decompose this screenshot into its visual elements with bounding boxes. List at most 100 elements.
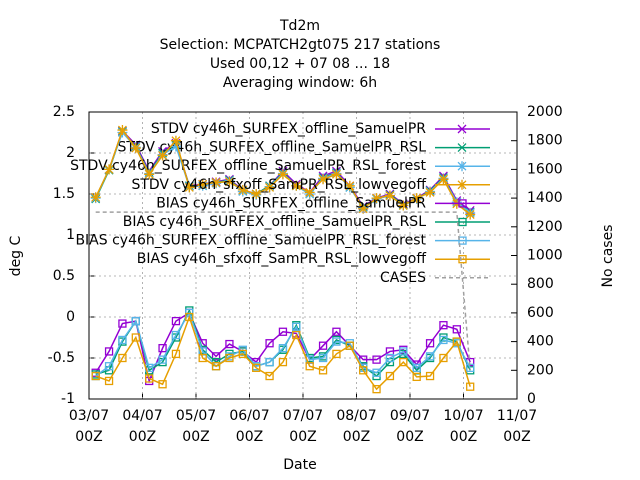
legend-label: CASES: [380, 270, 426, 286]
y2-tick-label: 0: [527, 391, 536, 407]
legend-marker: [458, 199, 467, 208]
y2-tick-label: 1600: [527, 161, 563, 177]
x-tick-label: 08/07 00Z: [336, 408, 376, 445]
point: [118, 353, 127, 363]
point: [332, 349, 341, 359]
x-tick-label: 04/07 00Z: [122, 408, 162, 445]
y-tick-label: 1.5: [53, 186, 75, 202]
point: [238, 349, 247, 359]
point: [265, 357, 274, 367]
point: [170, 135, 181, 146]
series: [91, 312, 475, 394]
y2-tick-label: 200: [527, 362, 554, 378]
y-tick-label: 2.5: [53, 104, 75, 120]
point: [438, 174, 449, 185]
point: [278, 327, 288, 336]
point: [130, 143, 141, 154]
legend-label: STDV cy46h_SURFEX_offline_SamuelPR: [151, 121, 426, 137]
point: [171, 316, 181, 326]
point: [399, 357, 408, 367]
chart-title: Selection: MCPATCH2gt075 217 stations: [160, 37, 441, 53]
line: [95, 311, 471, 384]
point: [131, 316, 140, 326]
point: [104, 362, 114, 371]
point: [171, 349, 181, 359]
line: [95, 308, 471, 378]
point: [465, 209, 476, 220]
point: [224, 176, 235, 187]
point: [184, 182, 195, 193]
y2-tick-label: 1800: [527, 133, 563, 149]
x-tick-label: 03/07 00Z: [69, 408, 109, 445]
point: [372, 385, 381, 394]
point: [171, 330, 181, 340]
point: [211, 352, 221, 361]
y2-tick-label: 600: [527, 305, 554, 321]
point: [104, 376, 114, 386]
y2-tick-label: 400: [527, 334, 554, 350]
point: [359, 366, 368, 375]
point: [318, 353, 328, 363]
legend-marker: [457, 179, 467, 190]
point: [90, 192, 101, 203]
y-tick-label: -0.5: [48, 350, 75, 366]
point: [385, 371, 395, 381]
point: [185, 312, 194, 322]
point: [118, 319, 127, 328]
x-tick-label: 07/07 00Z: [283, 408, 323, 445]
point: [292, 330, 301, 340]
chart-title: Averaging window: 6h: [223, 75, 377, 91]
point: [225, 339, 234, 349]
point: [291, 180, 302, 191]
legend-marker: [457, 124, 467, 134]
legend-marker: [458, 217, 467, 227]
line: [95, 311, 471, 377]
legend-label: STDV cy46h_SURFEX_offline_SamuelPR_RSL_f…: [70, 158, 426, 174]
point: [399, 347, 408, 356]
point: [104, 347, 114, 356]
point: [439, 335, 448, 345]
y-tick-label: 2: [66, 145, 75, 161]
point: [384, 190, 395, 201]
chart-title: Td2m: [279, 18, 320, 34]
point: [251, 189, 262, 199]
point: [278, 344, 288, 353]
point: [157, 150, 168, 161]
point: [412, 363, 421, 372]
point: [332, 337, 341, 346]
legend-marker: [457, 143, 467, 153]
y2-tick-label: 1400: [527, 190, 563, 206]
point: [237, 184, 248, 195]
point: [131, 333, 140, 342]
x-axis-label: Date: [283, 457, 316, 473]
y2-tick-label: 1200: [527, 219, 563, 235]
point: [211, 177, 222, 188]
point: [278, 357, 288, 367]
point: [104, 164, 115, 175]
legend-label: BIAS cy46h_SURFEX_offline_SamuelPR: [156, 195, 426, 211]
series: [90, 125, 476, 220]
line: [95, 314, 471, 391]
legend-marker: [457, 161, 467, 172]
point: [144, 169, 155, 180]
point: [372, 355, 381, 364]
point: [318, 341, 328, 350]
chart-title: Used 00,12 + 07 08 ... 18: [210, 56, 390, 72]
point: [332, 327, 341, 336]
y-tick-label: -1: [61, 391, 75, 407]
point: [398, 200, 409, 211]
point: [411, 193, 422, 204]
point: [344, 180, 355, 191]
legend-label: STDV cy46h_sfxoff_SamPR_RSL_lowvegoff: [131, 177, 426, 193]
point: [425, 371, 435, 381]
legend-label: STDV cy46h_SURFEX_offline_SamuelPR_RSL: [117, 140, 426, 156]
point: [331, 169, 342, 180]
plot-frame: [88, 111, 518, 400]
point: [264, 182, 275, 193]
point: [292, 322, 301, 331]
point: [385, 353, 395, 363]
y2-tick-label: 2000: [527, 104, 563, 120]
point: [91, 371, 100, 381]
